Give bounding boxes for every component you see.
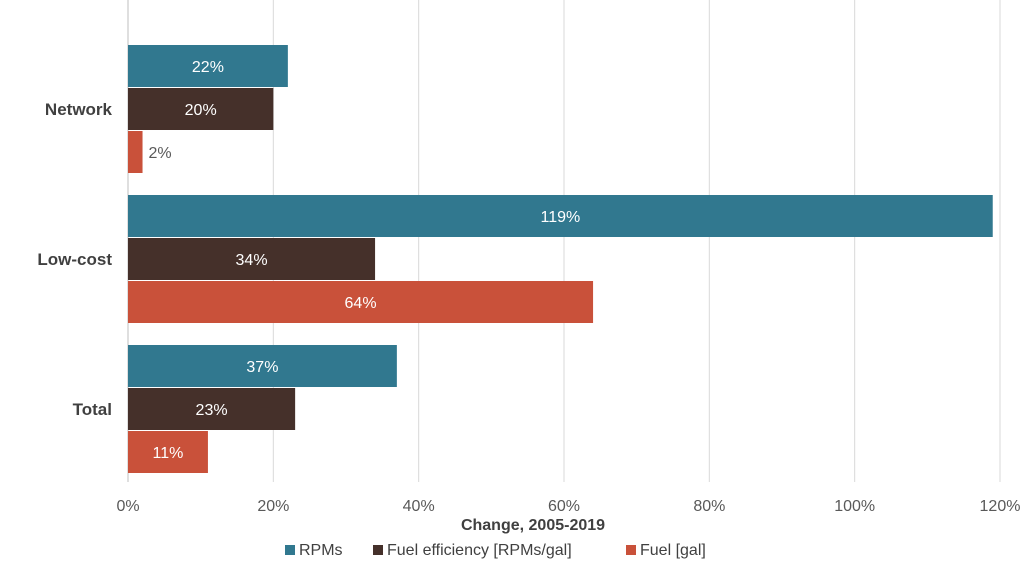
data-label: 119% <box>540 209 580 226</box>
x-tick-label: 120% <box>980 498 1021 515</box>
data-label: 22% <box>192 59 224 76</box>
x-tick-label: 0% <box>116 498 139 515</box>
data-label: 2% <box>149 145 172 162</box>
bar <box>128 88 274 130</box>
x-tick-label: 40% <box>403 498 435 515</box>
x-tick-label: 60% <box>548 498 580 515</box>
legend-swatch <box>626 545 636 555</box>
x-axis-label: Change, 2005-2019 <box>461 517 605 534</box>
x-tick-labels: 0% 20% 40% 60% 80% 100% 120% <box>116 498 1020 515</box>
data-label: 20% <box>185 102 217 119</box>
category-labels: Network Low-cost Total <box>37 100 112 419</box>
bar <box>128 431 208 473</box>
data-label: 37% <box>246 359 278 376</box>
bars-group <box>128 45 993 473</box>
data-label: 11% <box>153 445 184 462</box>
x-tick-label: 20% <box>257 498 289 515</box>
legend-swatch <box>373 545 383 555</box>
data-label: 64% <box>345 295 377 312</box>
legend-label: Fuel efficiency [RPMs/gal] <box>387 542 572 559</box>
bar <box>128 195 993 237</box>
legend: RPMs Fuel efficiency [RPMs/gal] Fuel [gal] <box>285 542 706 559</box>
legend-label: RPMs <box>299 542 343 559</box>
legend-swatch <box>285 545 295 555</box>
legend-label: Fuel [gal] <box>640 542 706 559</box>
x-tick-label: 80% <box>693 498 725 515</box>
bar <box>128 45 288 87</box>
data-labels-group: 22% 20% 2% 119% 34% 64% 37% 23% 11% <box>149 59 581 462</box>
bar <box>128 131 143 173</box>
category-label: Network <box>45 100 113 119</box>
category-label: Total <box>73 400 112 419</box>
bar <box>128 388 296 430</box>
data-label: 34% <box>236 252 268 269</box>
bar <box>128 281 594 323</box>
x-tick-label: 100% <box>834 498 875 515</box>
bar <box>128 345 397 387</box>
bar <box>128 238 376 280</box>
category-label: Low-cost <box>37 250 112 269</box>
data-label: 23% <box>196 402 228 419</box>
